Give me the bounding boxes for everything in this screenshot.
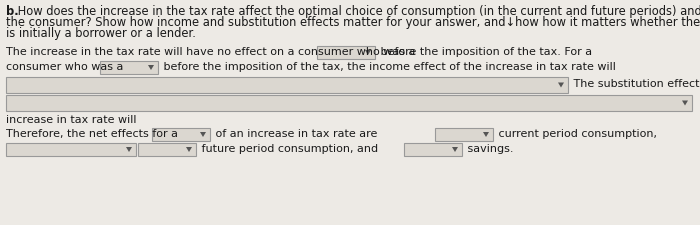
Polygon shape — [452, 147, 458, 152]
Bar — [6, 95, 692, 111]
Text: consumer who was a: consumer who was a — [6, 62, 127, 72]
Text: The substitution effect of the: The substitution effect of the — [570, 79, 700, 89]
Text: current period consumption,: current period consumption, — [495, 129, 657, 139]
Bar — [138, 143, 196, 156]
Text: future period consumption, and: future period consumption, and — [198, 144, 382, 154]
Bar — [152, 128, 210, 141]
Text: of an increase in tax rate are: of an increase in tax rate are — [212, 129, 381, 139]
Text: before the imposition of the tax, the income effect of the increase in tax rate : before the imposition of the tax, the in… — [160, 62, 616, 72]
Bar — [100, 61, 158, 74]
Text: is initially a borrower or a lender.: is initially a borrower or a lender. — [6, 27, 196, 40]
Bar — [6, 77, 568, 93]
Polygon shape — [682, 101, 688, 106]
Polygon shape — [483, 132, 489, 137]
Bar — [435, 128, 493, 141]
Polygon shape — [200, 132, 206, 137]
Bar — [404, 143, 462, 156]
Text: before the imposition of the tax. For a: before the imposition of the tax. For a — [377, 47, 592, 57]
Text: increase in tax rate will: increase in tax rate will — [6, 115, 136, 125]
Text: b.: b. — [6, 5, 19, 18]
Text: How does the increase in the tax rate affect the optimal choice of consumption (: How does the increase in the tax rate af… — [14, 5, 700, 18]
Polygon shape — [126, 147, 132, 152]
Polygon shape — [365, 50, 371, 55]
Text: the consumer? Show how income and substitution effects matter for your answer, a: the consumer? Show how income and substi… — [6, 16, 700, 29]
Text: The increase in the tax rate will have no effect on a consumer who was a: The increase in the tax rate will have n… — [6, 47, 419, 57]
Polygon shape — [186, 147, 192, 152]
Polygon shape — [558, 83, 564, 88]
Polygon shape — [148, 65, 154, 70]
Text: Therefore, the net effects for a: Therefore, the net effects for a — [6, 129, 181, 139]
Bar — [6, 143, 136, 156]
Bar — [317, 46, 375, 59]
Text: savings.: savings. — [464, 144, 514, 154]
